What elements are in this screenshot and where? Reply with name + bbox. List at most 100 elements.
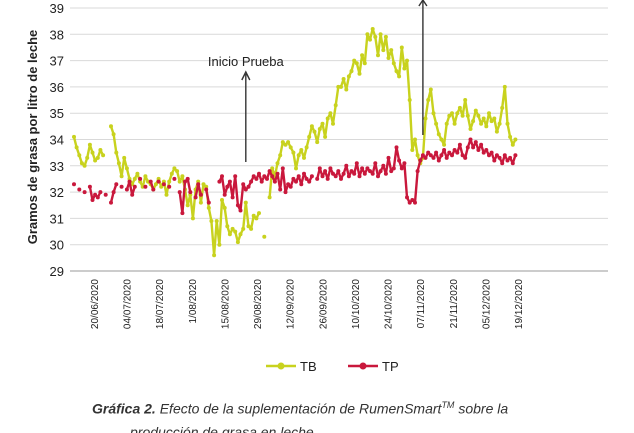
point-TP — [410, 198, 415, 202]
point-TP — [109, 200, 113, 205]
point-TP — [302, 171, 306, 176]
point-TP — [328, 166, 333, 171]
point-TB — [180, 174, 185, 179]
x-tick-label: 19/12/2020 — [514, 279, 525, 329]
point-TP — [418, 158, 423, 163]
point-TB — [143, 174, 148, 179]
point-TB — [455, 111, 460, 116]
series-line-TP — [205, 189, 210, 203]
point-TP — [288, 184, 293, 189]
point-TP — [492, 158, 497, 163]
point-TP — [243, 187, 248, 192]
point-TB — [405, 58, 409, 63]
point-TP — [188, 190, 193, 195]
point-TB — [124, 166, 129, 171]
point-TB — [246, 224, 251, 229]
point-TB — [296, 153, 301, 158]
point-TB — [315, 140, 320, 145]
point-TB — [87, 142, 92, 147]
point-TP — [238, 208, 243, 213]
point-TP — [87, 184, 92, 189]
annotations: Inicio Prueba — [208, 0, 428, 162]
point-TP — [193, 195, 198, 200]
point-TB — [159, 184, 164, 189]
x-tick-label: 20/06/2020 — [90, 279, 101, 329]
point-TP — [508, 155, 513, 160]
point-TB — [79, 161, 84, 166]
point-TB — [368, 37, 372, 42]
point-TP — [447, 150, 452, 155]
point-TP — [365, 166, 370, 171]
point-TP — [95, 195, 100, 200]
point-TP — [320, 174, 325, 179]
point-TP — [452, 148, 457, 152]
point-TP — [304, 176, 309, 181]
point-TP — [376, 174, 380, 179]
point-TP — [389, 169, 394, 174]
point-TB — [122, 155, 127, 160]
point-TB — [164, 192, 169, 197]
y-tick-label: 33 — [50, 159, 64, 174]
annotation-label: Inicio Prueba — [208, 54, 285, 69]
point-TP — [204, 187, 209, 192]
point-TP — [325, 176, 330, 181]
point-TP — [397, 158, 402, 163]
point-TB — [85, 155, 90, 160]
point-TB — [201, 182, 206, 187]
point-TB — [233, 229, 238, 234]
x-tick-label: 10/10/2020 — [351, 279, 362, 329]
point-TB — [450, 111, 454, 116]
chart: 29 30 31 32 33 34 35 36 37 38 39 20/06/2020 04/07/2… — [25, 0, 608, 374]
caption-text-2: sobre la — [458, 400, 509, 417]
point-TB — [510, 142, 515, 147]
point-TP — [360, 166, 365, 171]
point-TB — [175, 169, 180, 174]
point-TP — [489, 150, 494, 155]
point-TP — [265, 176, 269, 181]
point-TP — [180, 211, 185, 216]
point-TB — [101, 153, 106, 158]
point-TP — [220, 174, 224, 179]
y-tick-label: 29 — [50, 264, 64, 279]
point-TB — [251, 213, 256, 218]
point-TP — [275, 171, 280, 176]
y-tick-label: 32 — [50, 185, 64, 200]
point-TB — [235, 240, 240, 245]
point-TP — [124, 187, 129, 192]
point-TB — [386, 56, 391, 60]
point-TB — [452, 121, 457, 126]
point-TP — [336, 169, 341, 174]
point-TB — [132, 176, 137, 181]
point-TB — [444, 121, 449, 126]
point-TB — [225, 224, 230, 229]
legend-label-TP: TP — [382, 359, 399, 374]
point-TB — [214, 219, 219, 223]
point-TB — [513, 137, 518, 142]
x-tick-label: 04/07/2020 — [123, 279, 134, 329]
point-TB — [116, 161, 121, 166]
point-TP — [354, 161, 359, 166]
point-TB — [492, 116, 497, 121]
point-TP — [349, 169, 354, 174]
series-line-TP — [316, 138, 517, 204]
y-tick-label: 37 — [50, 54, 64, 69]
point-TB — [423, 116, 428, 121]
point-TP — [251, 174, 256, 179]
point-TP — [114, 182, 119, 187]
caption: Gráfica 2. Efecto de la suplementación d… — [92, 400, 612, 417]
point-TB — [238, 232, 243, 237]
point-TP — [370, 171, 375, 176]
x-axis: 20/06/2020 04/07/2020 18/07/2020 1/08/2020 1… — [90, 279, 525, 329]
point-TB — [304, 145, 309, 150]
point-TP — [225, 184, 230, 189]
y-tick-label: 35 — [50, 106, 64, 121]
point-TP — [413, 200, 417, 205]
point-TP — [119, 184, 124, 189]
point-TP — [455, 150, 460, 155]
point-TB — [317, 127, 322, 131]
point-TB — [333, 103, 338, 108]
point-TB — [93, 158, 98, 163]
x-tick-label: 1/08/2020 — [188, 279, 199, 324]
point-TP — [341, 171, 346, 176]
point-TP — [177, 190, 182, 195]
